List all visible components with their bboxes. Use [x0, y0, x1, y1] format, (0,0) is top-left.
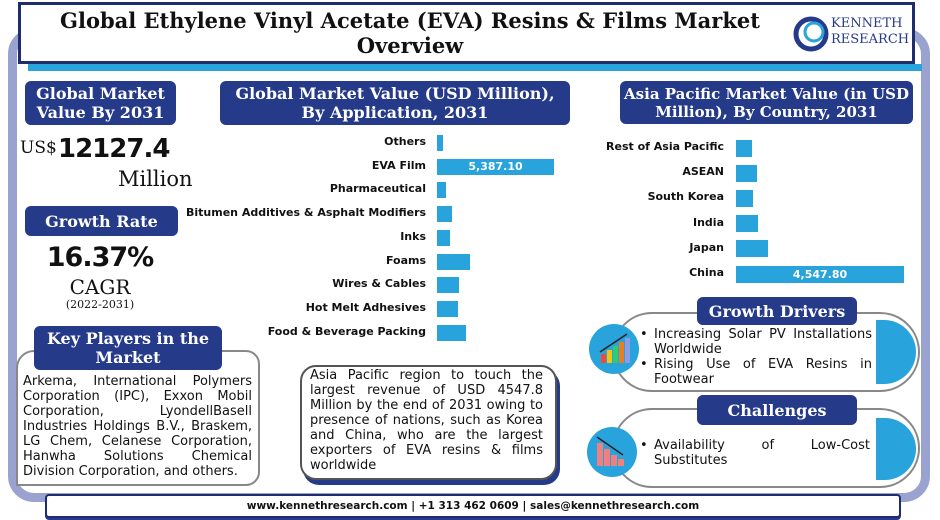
market-value-banner: Global Market Value By 2031 [25, 81, 176, 125]
logo-swirl-icon [793, 16, 829, 52]
driver-text: Rising Use of EVA Resins in Footwear [654, 357, 872, 387]
driver-text: Increasing Solar PV Installations Worldw… [654, 327, 872, 357]
growth-drivers-list: • Increasing Solar PV Installations World… [640, 327, 872, 387]
category-label: South Korea [647, 190, 724, 204]
bar [437, 229, 451, 246]
bar [437, 300, 458, 317]
category-label: Others [384, 135, 426, 148]
bar [437, 253, 470, 270]
category-label: ASEAN [682, 165, 724, 179]
data-label: 5,387.10 [468, 160, 523, 174]
category-label: Inks [400, 229, 426, 243]
bar: 5,387.10 [437, 158, 554, 175]
bar [736, 164, 757, 182]
cagr-label: CAGR [69, 275, 131, 299]
challenge-text: Availability of Low-Cost Substitutes [654, 438, 870, 468]
list-item: • Increasing Solar PV Installations World… [640, 327, 872, 357]
asia-note-box [300, 365, 557, 480]
currency: US$ [20, 138, 57, 158]
bar [437, 182, 446, 199]
category-label: China [689, 266, 724, 279]
cagr-period: (2022-2031) [65, 298, 135, 311]
footer-contact: www.kennethresearch.com | +1 313 462 060… [45, 494, 901, 518]
falling-bar-chart-icon [587, 427, 637, 477]
bar [736, 139, 752, 157]
cagr-value: 16.37% [46, 242, 154, 273]
page-title: Global Ethylene Vinyl Acetate (EVA) Resi… [60, 8, 760, 58]
data-label: 4,547.80 [792, 267, 848, 281]
market-value-unit: Million [118, 167, 193, 191]
title-box [18, 2, 915, 64]
category-label: Pharmaceutical [329, 182, 426, 196]
category-label: Japan [689, 240, 724, 254]
asia-note-text: Asia Pacific region to touch the largest… [310, 368, 543, 473]
challenges-list: • Availability of Low-Cost Substitutes [640, 438, 870, 468]
bar [736, 215, 759, 233]
bar [736, 240, 768, 258]
category-label: Bitumen Additives & Asphalt Modifiers [186, 206, 427, 220]
growth-drivers-banner: Growth Drivers [697, 297, 857, 325]
category-label: Rest of Asia Pacific [606, 140, 724, 153]
list-item: • Rising Use of EVA Resins in Footwear [640, 357, 872, 387]
category-label: India [693, 215, 724, 229]
bar: 4,547.80 [736, 265, 904, 283]
challenges-banner: Challenges [697, 395, 857, 425]
key-players-banner: Key Players in the Market [34, 326, 222, 370]
category-label: Foams [385, 253, 426, 267]
application-chart-title: Global Market Value (USD Million), By Ap… [220, 81, 570, 125]
category-label: Wires & Cables [332, 277, 426, 291]
key-players-text: Arkema, International Polymers Corporati… [23, 374, 252, 479]
category-label: EVA Film [371, 158, 426, 172]
bar [437, 206, 452, 223]
growth-rate-banner: Growth Rate [25, 206, 178, 236]
rising-bar-chart-icon [589, 324, 639, 374]
logo-text-2: RESEARCH [831, 32, 910, 47]
market-value: 12127.4 [58, 134, 170, 164]
list-item: • Availability of Low-Cost Substitutes [640, 438, 870, 468]
category-label: Food & Beverage Packing [267, 324, 426, 338]
logo-text-1: KENNETH [831, 16, 903, 31]
title-underline [28, 64, 922, 71]
bar [736, 189, 753, 207]
bar [437, 277, 459, 294]
bar [437, 135, 443, 151]
bar [437, 324, 466, 341]
asia-chart-title: Asia Pacific Market Value (in USD Millio… [620, 81, 913, 124]
kenneth-research-logo: KENNETH RESEARCH [793, 14, 910, 54]
category-label: Hot Melt Adhesives [305, 300, 426, 314]
